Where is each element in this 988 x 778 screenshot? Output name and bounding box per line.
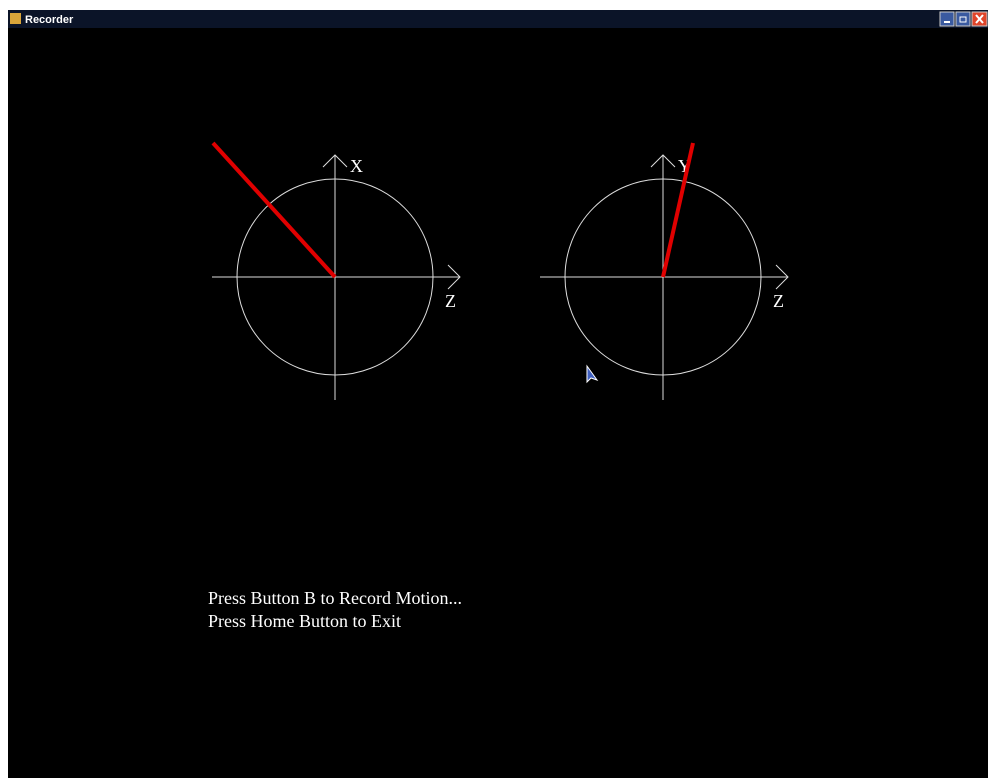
restore-button[interactable] — [955, 11, 971, 27]
angle-needle — [661, 142, 695, 278]
arrow-head — [775, 264, 789, 290]
client-area — [8, 28, 988, 778]
minimize-icon — [944, 21, 950, 23]
angle-needle — [211, 141, 337, 279]
minimize-button[interactable] — [939, 11, 955, 27]
arrow-head — [650, 154, 676, 168]
arrow-head — [447, 264, 461, 290]
app-icon — [10, 13, 21, 24]
restore-icon — [959, 16, 967, 23]
mouse-cursor — [586, 364, 599, 384]
axis-label: X — [350, 156, 363, 176]
axis-label: Z — [773, 291, 784, 311]
close-icon — [975, 14, 984, 24]
dial — [212, 154, 461, 400]
axis-label: Z — [445, 291, 456, 311]
arrow-head — [322, 154, 348, 168]
window-title: Recorder — [25, 14, 74, 26]
title-bar — [8, 10, 988, 28]
instruction-text: Press Button B to Record Motion... — [208, 588, 462, 608]
instruction-text: Press Home Button to Exit — [208, 611, 401, 631]
